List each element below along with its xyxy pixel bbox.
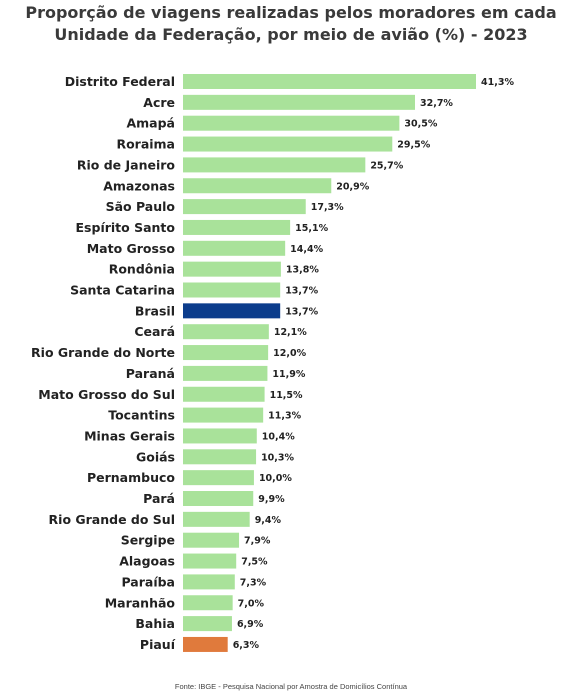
bar (183, 470, 254, 486)
value-label: 12,0% (273, 348, 306, 359)
value-label: 7,5% (241, 557, 268, 568)
value-label: 20,9% (336, 181, 369, 192)
value-label: 7,3% (240, 577, 267, 588)
value-label: 12,1% (274, 327, 307, 338)
bar (183, 324, 269, 340)
value-label: 25,7% (370, 160, 403, 171)
category-label: Pernambuco (87, 470, 175, 485)
value-label: 9,9% (258, 494, 285, 505)
value-label: 32,7% (420, 98, 453, 109)
value-label: 7,0% (238, 598, 265, 609)
bar (183, 553, 237, 569)
category-label: Espírito Santo (76, 220, 176, 235)
bar (183, 365, 268, 381)
value-label: 11,9% (272, 369, 305, 380)
value-label: 29,5% (397, 140, 430, 151)
bar (183, 178, 332, 194)
value-label: 13,7% (285, 286, 318, 297)
category-label: São Paulo (106, 199, 176, 214)
category-label: Mato Grosso (87, 241, 176, 256)
value-label: 11,3% (268, 411, 301, 422)
bar (183, 428, 257, 444)
category-label: Minas Gerais (84, 428, 175, 443)
category-label: Paraná (126, 366, 175, 381)
category-label: Rio de Janeiro (77, 157, 176, 172)
bar (183, 219, 291, 235)
bar (183, 94, 415, 110)
category-label: Goiás (136, 449, 175, 464)
category-label: Ceará (134, 324, 175, 339)
category-label: Roraima (116, 137, 175, 152)
bar (183, 511, 250, 527)
bar (183, 282, 281, 298)
source-note: Fonte: IBGE - Pesquisa Nacional por Amos… (174, 682, 408, 691)
category-label: Maranhão (105, 595, 176, 610)
bar (183, 532, 240, 548)
value-label: 6,3% (233, 640, 260, 651)
bar (183, 636, 228, 652)
category-label: Brasil (135, 303, 175, 318)
bar (183, 595, 233, 611)
category-label: Rio Grande do Norte (31, 345, 175, 360)
chart-title-line-2: Unidade da Federação, por meio de avião … (54, 25, 528, 44)
bar (183, 115, 400, 131)
value-label: 41,3% (481, 77, 514, 88)
value-label: 14,4% (290, 244, 323, 255)
value-label: 10,3% (261, 452, 294, 463)
bar (183, 261, 281, 277)
bar (183, 407, 264, 423)
bar (183, 157, 366, 173)
category-label: Bahia (135, 616, 175, 631)
category-label: Mato Grosso do Sul (38, 387, 175, 402)
value-label: 30,5% (404, 119, 437, 130)
category-label: Piauí (140, 637, 176, 652)
value-label: 17,3% (311, 202, 344, 213)
value-label: 13,7% (285, 306, 318, 317)
bar (183, 386, 265, 402)
category-label: Alagoas (119, 554, 175, 569)
value-label: 6,9% (237, 619, 264, 630)
bar (183, 449, 257, 465)
value-label: 11,5% (270, 390, 303, 401)
bar (183, 74, 476, 89)
bar (183, 491, 254, 506)
category-label: Acre (143, 95, 175, 110)
value-label: 10,4% (262, 431, 295, 442)
bar (183, 199, 306, 215)
bar (183, 136, 393, 152)
category-label: Paraíba (121, 574, 175, 589)
category-label: Tocantins (108, 408, 175, 423)
bar (183, 616, 232, 632)
category-label: Sergipe (121, 533, 175, 548)
bar (183, 240, 286, 256)
chart-title-line-1: Proporção de viagens realizadas pelos mo… (25, 3, 557, 22)
value-label: 13,8% (286, 265, 319, 276)
category-label: Santa Catarina (70, 283, 175, 298)
bar (183, 345, 269, 361)
bar (183, 574, 235, 590)
category-label: Rondônia (109, 262, 175, 277)
category-label: Rio Grande do Sul (49, 512, 175, 527)
category-label: Amapá (126, 116, 175, 131)
value-label: 7,9% (244, 536, 271, 547)
value-label: 9,4% (255, 515, 282, 526)
value-label: 10,0% (259, 473, 292, 484)
chart-title: Proporção de viagens realizadas pelos mo… (0, 2, 582, 46)
bar (183, 303, 281, 319)
category-label: Distrito Federal (65, 74, 175, 89)
value-label: 15,1% (295, 223, 328, 234)
category-label: Pará (143, 491, 175, 506)
category-label: Amazonas (103, 178, 175, 193)
